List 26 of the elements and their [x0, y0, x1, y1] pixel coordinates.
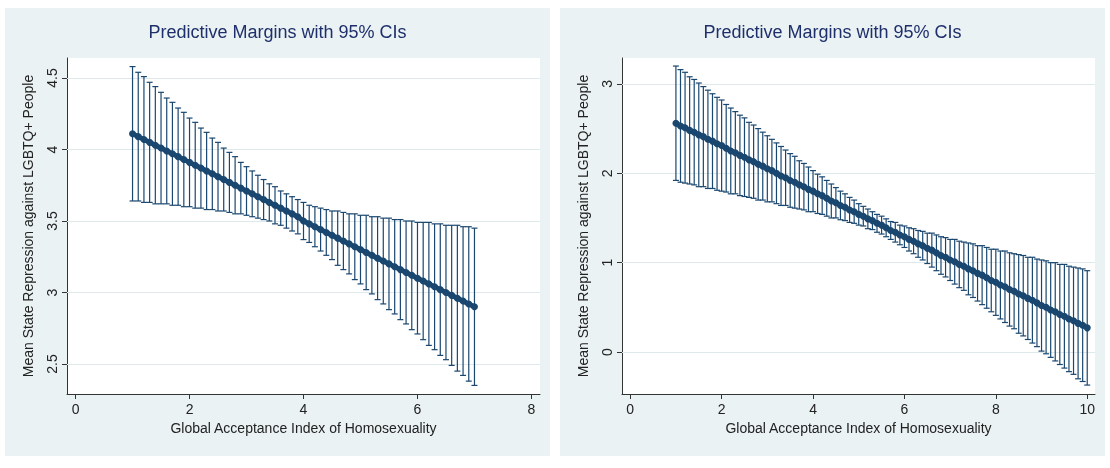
x-tick-label: 8 [991, 401, 1000, 417]
y-tick-label: 1 [599, 258, 615, 267]
y-tick-label: 3 [599, 79, 615, 88]
chart-title: Predictive Margins with 95% CIs [703, 22, 962, 42]
y-axis-title: Mean State Repression against LGBTQ+ People [20, 74, 36, 378]
x-axis-title: Global Acceptance Index of Homosexuality [170, 419, 437, 436]
y-tick-label: 3 [44, 288, 60, 297]
y-tick-label: 2 [599, 169, 615, 178]
x-tick-label: 4 [809, 401, 818, 417]
x-tick-label: 2 [185, 401, 194, 417]
x-tick-label: 10 [1079, 401, 1096, 417]
x-tick-label: 4 [299, 401, 308, 417]
x-axis-title: Global Acceptance Index of Homosexuality [725, 419, 992, 436]
y-tick-label: 0 [599, 347, 615, 356]
x-tick-label: 2 [717, 401, 726, 417]
chart-title: Predictive Margins with 95% CIs [148, 22, 407, 42]
x-tick-label: 8 [527, 401, 536, 417]
x-tick-label: 6 [900, 401, 909, 417]
y-tick-label: 4.5 [44, 68, 60, 88]
y-tick-label: 4 [44, 145, 60, 154]
y-tick-label: 3.5 [44, 211, 60, 231]
y-axis-title: Mean State Repression against LGBTQ+ People [575, 74, 591, 378]
x-tick-label: 0 [626, 401, 635, 417]
x-tick-label: 0 [71, 401, 80, 417]
x-tick-label: 6 [413, 401, 422, 417]
y-tick-label: 2.5 [44, 354, 60, 374]
